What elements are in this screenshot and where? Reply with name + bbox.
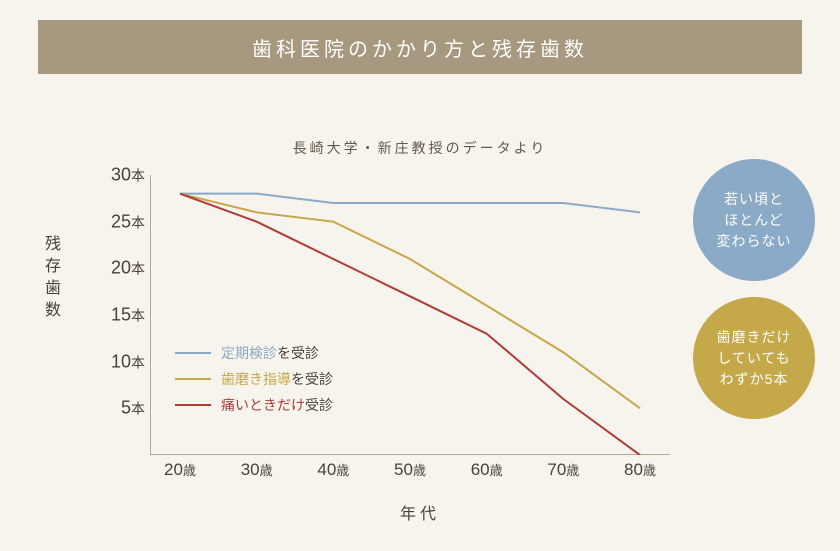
legend-row-pain: 痛いときだけ受診 bbox=[175, 392, 333, 418]
legend-swatch bbox=[175, 404, 211, 406]
main-title-text: 歯科医院のかかり方と残存歯数 bbox=[252, 33, 588, 62]
y-tick: 20本 bbox=[85, 258, 145, 279]
bubble-gold-line3: わずか5本 bbox=[720, 371, 789, 387]
legend-label: 痛いときだけ受診 bbox=[221, 392, 333, 418]
callout-bubble-gold: 歯磨きだけ していても わずか5本 bbox=[693, 297, 815, 419]
y-tick: 25本 bbox=[85, 211, 145, 232]
legend-swatch bbox=[175, 352, 211, 354]
x-tick: 40歳 bbox=[317, 460, 349, 480]
x-tick: 30歳 bbox=[241, 460, 273, 480]
x-tick: 60歳 bbox=[471, 460, 503, 480]
bubble-blue-line3: 変わらない bbox=[717, 233, 792, 249]
bubble-gold-line1: 歯磨きだけ bbox=[717, 329, 792, 345]
chart-legend: 定期検診を受診歯磨き指導を受診痛いときだけ受診 bbox=[175, 340, 333, 418]
x-tick: 50歳 bbox=[394, 460, 426, 480]
bubble-gold-line2: していても bbox=[717, 350, 790, 366]
y-axis-label: 残存歯数 bbox=[38, 235, 62, 323]
legend-label: 定期検診を受診 bbox=[221, 340, 319, 366]
main-title-bar: 歯科医院のかかり方と残存歯数 bbox=[38, 20, 802, 74]
legend-row-brushing: 歯磨き指導を受診 bbox=[175, 366, 333, 392]
legend-row-regular: 定期検診を受診 bbox=[175, 340, 333, 366]
bubble-blue-line2: ほとんど bbox=[724, 212, 784, 228]
x-axis-label: 年代 bbox=[0, 500, 840, 524]
bubble-blue-line1: 若い頃と bbox=[724, 191, 784, 207]
x-tick: 20歳 bbox=[164, 460, 196, 480]
y-tick: 15本 bbox=[85, 305, 145, 326]
x-tick: 80歳 bbox=[624, 460, 656, 480]
y-tick: 10本 bbox=[85, 351, 145, 372]
x-tick: 70歳 bbox=[547, 460, 579, 480]
callout-bubble-blue: 若い頃と ほとんど 変わらない bbox=[693, 159, 815, 281]
y-tick: 30本 bbox=[85, 165, 145, 186]
legend-swatch bbox=[175, 378, 211, 380]
legend-label: 歯磨き指導を受診 bbox=[221, 366, 333, 392]
y-tick: 5本 bbox=[85, 398, 145, 419]
chart-area: 5本 10本 15本 20本 25本 30本 20歳 30歳 40歳 50歳 60歳 70歳 80歳 bbox=[75, 145, 680, 495]
